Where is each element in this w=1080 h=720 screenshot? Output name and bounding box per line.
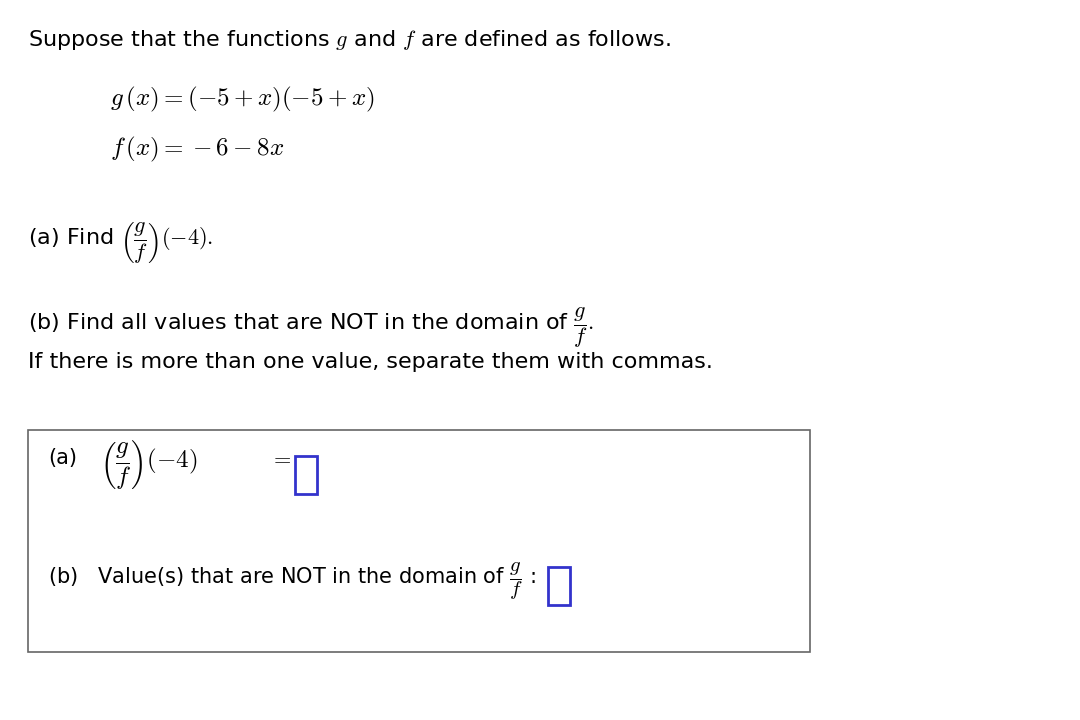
Text: Suppose that the functions $g$ and $f$ are defined as follows.: Suppose that the functions $g$ and $f$ a… [28,28,671,52]
Text: $f\,(x) = -6-8x$: $f\,(x) = -6-8x$ [110,135,284,164]
Text: If there is more than one value, separate them with commas.: If there is more than one value, separat… [28,352,713,372]
Bar [548,567,570,605]
Text: $=$: $=$ [270,448,292,468]
Text: (a): (a) [48,448,77,468]
Bar [295,456,318,494]
Text: $g\,(x) = (-5+x)(-5+x)$: $g\,(x) = (-5+x)(-5+x)$ [110,85,375,114]
Text: (b)   Value(s) that are NOT in the domain of $\dfrac{g}{f}$ :: (b) Value(s) that are NOT in the domain … [48,560,538,601]
Text: (a) Find $\left(\dfrac{g}{f}\right)(-4).$: (a) Find $\left(\dfrac{g}{f}\right)(-4).… [28,220,213,265]
Text: (b) Find all values that are NOT in the domain of $\dfrac{g}{f}.$: (b) Find all values that are NOT in the … [28,305,594,350]
Text: $\left(\dfrac{g}{f}\right)(-4)$: $\left(\dfrac{g}{f}\right)(-4)$ [100,438,198,491]
Bar [28,430,810,652]
